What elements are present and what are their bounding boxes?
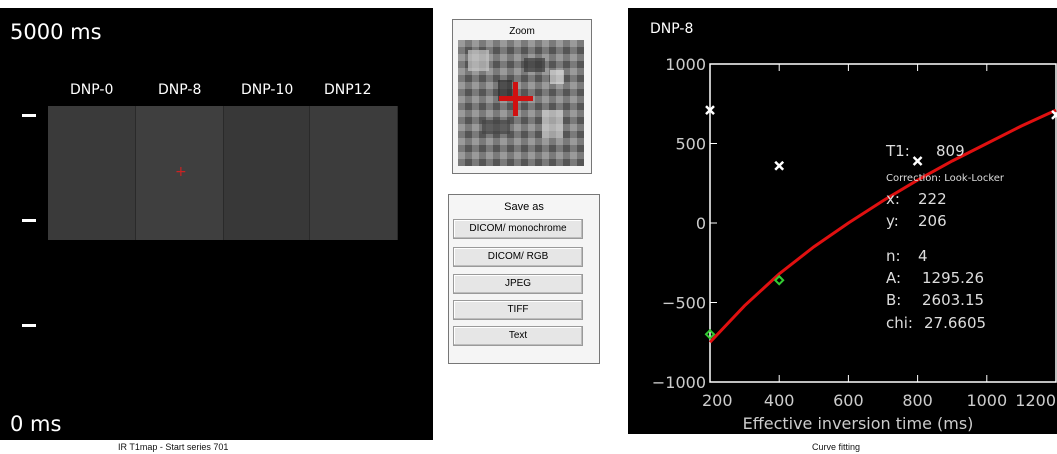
y-label: y: xyxy=(886,212,899,230)
data-point-x-marker xyxy=(1051,109,1057,120)
sample-region-dnp-8 xyxy=(136,106,224,240)
chart-title: DNP-8 xyxy=(650,21,693,37)
n-label: n: xyxy=(886,247,901,265)
save-dicom-rgb-button[interactable]: DICOM/ RGB xyxy=(453,247,583,267)
b-label: B: xyxy=(886,291,901,309)
x-tick-label: 1000 xyxy=(966,391,1007,410)
time-label-bottom: 0 ms xyxy=(10,412,62,436)
data-point-x-marker xyxy=(912,156,923,166)
cursor-crosshair-icon: + xyxy=(175,164,187,180)
save-as-title: Save as xyxy=(504,201,544,213)
y-tick-label: 1000 xyxy=(665,55,706,74)
x-value: 222 xyxy=(918,190,947,208)
sample-label-dnp-10: DNP-10 xyxy=(241,82,294,98)
x-label: x: xyxy=(886,190,900,208)
t1-map-viewer[interactable]: 5000 ms DNP-0 DNP-8 DNP-10 DNP12 + 0 ms xyxy=(0,8,433,440)
viewer-caption: IR T1map - Start series 701 xyxy=(118,442,229,452)
scale-tick xyxy=(22,324,36,327)
scale-tick xyxy=(22,219,36,222)
zoom-title: Zoom xyxy=(509,26,535,37)
plot-frame xyxy=(709,63,1057,383)
x-tick-label: 800 xyxy=(902,391,933,410)
x-tick-label: 1200 xyxy=(1015,391,1056,410)
x-tick-label: 600 xyxy=(833,391,864,410)
b-value: 2603.15 xyxy=(922,291,984,309)
scale-tick xyxy=(22,114,36,117)
a-value: 1295.26 xyxy=(922,269,984,287)
save-text-button[interactable]: Text xyxy=(453,326,583,346)
t1-label: T1: xyxy=(885,142,910,160)
sample-phantom: + xyxy=(42,106,414,256)
data-point-x-marker xyxy=(705,105,715,115)
y-tick-label: −1000 xyxy=(652,373,706,392)
chart-axes xyxy=(709,63,1057,383)
plot-caption: Curve fitting xyxy=(812,442,861,452)
a-label: A: xyxy=(886,269,901,287)
x-axis-label: Effective inversion time (ms) xyxy=(743,414,974,433)
x-tick-label: 400 xyxy=(764,391,795,410)
data-point-diamond-marker xyxy=(704,328,716,340)
sample-region-dnp-10 xyxy=(224,106,310,240)
save-tiff-button[interactable]: TIFF xyxy=(453,300,583,320)
save-as-panel: Save as DICOM/ monochrome DICOM/ RGB JPE… xyxy=(448,194,600,364)
correction-label: Correction: Look-Locker xyxy=(886,173,1005,184)
fit-stats: T1: 809 Correction: Look-Locker x: 222 y… xyxy=(885,142,1005,332)
save-jpeg-button[interactable]: JPEG xyxy=(453,274,583,294)
zoom-crosshair-icon xyxy=(499,82,533,116)
data-point-diamond-marker xyxy=(773,274,785,286)
curve-fit-chart: DNP-8 200 400 600 800 1000 1200 −1000 −500 0 500 1… xyxy=(650,21,1057,433)
n-value: 4 xyxy=(918,247,928,265)
time-label-top: 5000 ms xyxy=(10,20,102,44)
chi-label: chi: xyxy=(886,314,913,332)
x-tick-label: 200 xyxy=(702,391,733,410)
save-dicom-monochrome-button[interactable]: DICOM/ monochrome xyxy=(453,219,583,239)
y-value: 206 xyxy=(918,212,947,230)
sample-label-dnp-8: DNP-8 xyxy=(158,82,202,98)
t1-value: 809 xyxy=(936,142,965,160)
data-point-x-marker xyxy=(774,160,785,171)
sample-region-dnp-0 xyxy=(48,106,136,240)
zoom-panel: Zoom xyxy=(452,19,592,174)
chi-value: 27.6605 xyxy=(924,314,986,332)
sample-label-dnp-0: DNP-0 xyxy=(70,82,114,98)
curve-fitting-panel: DNP-8 200 400 600 800 1000 1200 −1000 −500 0 500 1… xyxy=(628,8,1057,434)
y-tick-label: 0 xyxy=(696,214,706,233)
sample-label-dnp12: DNP12 xyxy=(324,82,372,98)
y-tick-label: −500 xyxy=(662,294,706,313)
y-tick-label: 500 xyxy=(675,135,706,154)
sample-region-dnp12 xyxy=(310,106,398,240)
zoom-image xyxy=(458,40,584,166)
fit-curve-line xyxy=(708,108,1057,344)
